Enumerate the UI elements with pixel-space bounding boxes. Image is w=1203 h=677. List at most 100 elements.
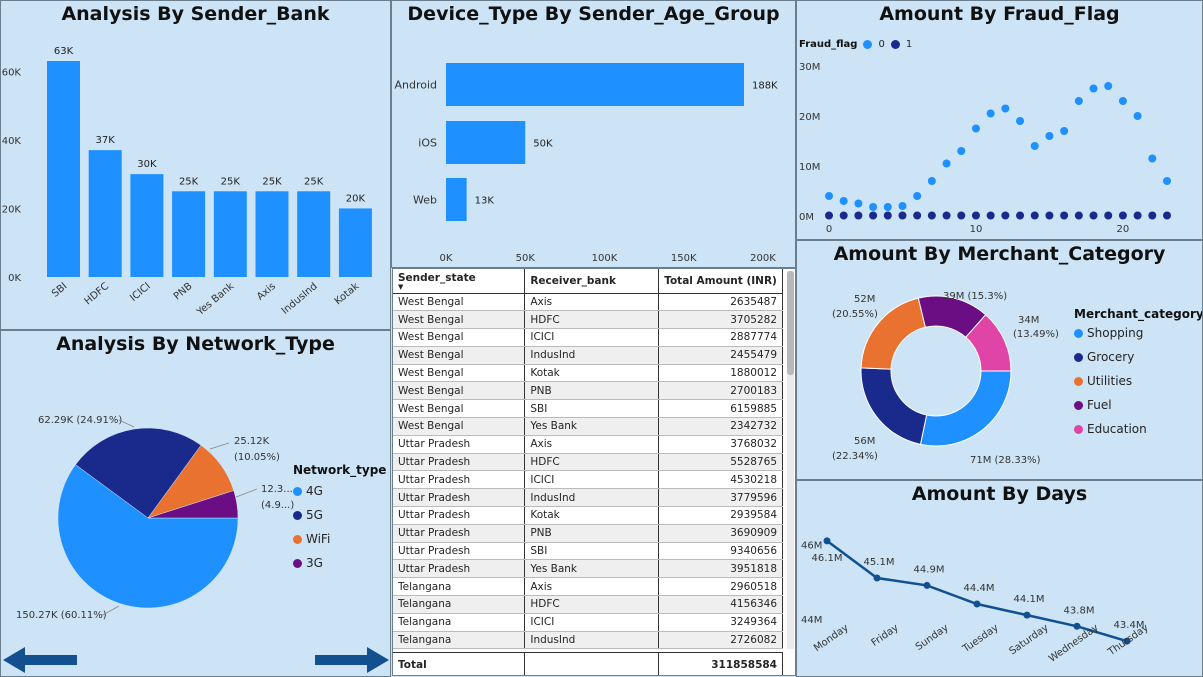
fraud-point	[1163, 211, 1171, 220]
network-legend-item[interactable]: WiFi	[293, 527, 386, 551]
cell-sender-state: Telangana	[393, 613, 526, 632]
fraud-point	[883, 203, 892, 211]
network-leader-line	[209, 442, 230, 450]
fraud-point	[883, 211, 892, 220]
cell-receiver-bank: HDFC	[524, 310, 660, 330]
network-legend-item[interactable]: 4G	[293, 479, 386, 503]
fraud-point	[839, 197, 848, 205]
network-type-chart[interactable]: 150.27K (60.11%) 62.29K (24.91%) 25.12K (10…	[1, 331, 391, 677]
table-row[interactable]: West Bengal Kotak 1880012	[393, 364, 783, 383]
table-row[interactable]: Uttar Pradesh Yes Bank 3951818	[393, 559, 783, 579]
merchant-legend-item[interactable]: Shopping	[1074, 321, 1202, 345]
cell-total-amount: 2726082	[658, 631, 783, 650]
days-point	[823, 537, 831, 545]
device-xtick: 100K	[592, 253, 618, 264]
legend-dot	[293, 534, 302, 544]
sender-bank-panel: Analysis By Sender_Bank 0K 20K 40K 60K 63K SB…	[0, 0, 391, 330]
fraud-legend-dot-1	[890, 40, 900, 49]
network-slice-label: (10.05%)	[234, 452, 280, 463]
prev-page-arrow[interactable]	[3, 645, 83, 675]
cell-total-amount: 4530218	[658, 470, 783, 490]
merchant-chart[interactable]: 71M (28.33%) 56M (22.34%) 52M (20.55%) 39M (1…	[797, 241, 1203, 480]
merchant-slice	[919, 370, 1012, 447]
table-row[interactable]: Uttar Pradesh ICICI 4530218	[393, 470, 783, 490]
legend-label: Fuel	[1087, 398, 1112, 412]
cell-sender-state: Telangana	[393, 577, 526, 597]
table-row[interactable]: Uttar Pradesh Axis 3768032	[393, 435, 783, 454]
table-row[interactable]: Uttar Pradesh Kotak 2939584	[393, 506, 783, 525]
bank-xtick: PNB	[172, 281, 195, 303]
table-row[interactable]: Uttar Pradesh PNB 3690909	[393, 524, 783, 543]
table-row[interactable]: West Bengal Yes Bank 2342732	[393, 417, 783, 436]
fraud-point	[1089, 84, 1098, 93]
network-legend-item[interactable]: 5G	[293, 503, 386, 527]
sender-bank-title: Analysis By Sender_Bank	[61, 3, 330, 25]
table-scrollbar[interactable]	[787, 271, 794, 649]
fraud-point	[1148, 154, 1157, 163]
bank-bar-label: 25K	[304, 176, 324, 187]
table-row[interactable]: West Bengal IndusInd 2455479	[393, 346, 783, 365]
table-row[interactable]: West Bengal Axis 2635487	[393, 293, 783, 312]
col-header-receiver-bank[interactable]: Receiver_bank	[524, 269, 660, 294]
sender-bank-chart[interactable]: 0K 20K 40K 60K 63K SBI 37K HDFC 30K ICICI 25K PNB 25…	[1, 1, 391, 330]
merchant-legend-item[interactable]: Grocery	[1074, 345, 1202, 369]
cell-sender-state: West Bengal	[393, 310, 526, 330]
merchant-legend-item[interactable]: Utilities	[1074, 369, 1202, 393]
bank-bar	[88, 150, 122, 277]
bank-ytick: 60K	[2, 67, 22, 78]
cell-sender-state: Uttar Pradesh	[393, 559, 526, 579]
table-row[interactable]: West Bengal ICICI 2887774	[393, 328, 783, 347]
legend-label: 4G	[306, 484, 323, 498]
cell-receiver-bank: ICICI	[524, 328, 660, 347]
bank-ytick: 20K	[2, 204, 22, 215]
bank-xtick: Yes Bank	[194, 281, 236, 319]
network-legend-item[interactable]: 3G	[293, 551, 386, 575]
days-point	[923, 581, 931, 589]
fraud-point	[898, 202, 907, 210]
cell-sender-state: Uttar Pradesh	[393, 488, 526, 508]
table-row[interactable]: Telangana HDFC 4156346	[393, 595, 783, 614]
table-row[interactable]: West Bengal SBI 6159885	[393, 399, 783, 419]
network-legend-title: Network_type	[293, 463, 387, 477]
merchant-legend: Merchant_category Shopping Grocery Utiliti…	[1074, 307, 1202, 441]
cell-sender-state: West Bengal	[393, 417, 526, 436]
col-header-sender-state[interactable]: Sender_state ▼	[393, 269, 526, 294]
table-row[interactable]: Telangana ICICI 3249364	[393, 613, 783, 632]
device-type-chart[interactable]: 0K 50K 100K 150K 200K Android 188K iOS 50K Web 13K	[392, 1, 796, 268]
merchant-legend-item[interactable]: Education	[1074, 417, 1202, 441]
cell-total-amount: 3705282	[658, 310, 783, 330]
table-row[interactable]: West Bengal HDFC 3705282	[393, 310, 783, 330]
table-row[interactable]: West Bengal PNB 2700183	[393, 381, 783, 401]
cell-sender-state: Uttar Pradesh	[393, 470, 526, 490]
next-page-arrow[interactable]	[315, 645, 391, 675]
fraud-point	[927, 211, 936, 220]
days-ytick: 44M	[801, 615, 822, 626]
days-point-label: 46.1M	[812, 553, 843, 564]
table-scrollbar-thumb[interactable]	[787, 271, 794, 375]
table-row[interactable]: Telangana IndusInd 2726082	[393, 631, 783, 650]
merchant-slice-label: 71M (28.33%)	[970, 455, 1041, 466]
device-bar-label: 50K	[533, 139, 553, 150]
state-bank-table[interactable]: Sender_state ▼ Receiver_bank Total Amount…	[392, 268, 796, 676]
merchant-legend-item[interactable]: Fuel	[1074, 393, 1202, 417]
cell-total-amount: 2635487	[658, 293, 783, 312]
device-bar-label: 188K	[752, 81, 778, 92]
network-slice-label: 150.27K (60.11%)	[16, 610, 107, 621]
bank-xtick: ICICI	[128, 281, 153, 304]
table-row[interactable]: Telangana Axis 2960518	[393, 577, 783, 597]
cell-receiver-bank: PNB	[524, 381, 660, 401]
table-row[interactable]: Uttar Pradesh HDFC 5528765	[393, 453, 783, 472]
table-row[interactable]: Uttar Pradesh SBI 9340656	[393, 542, 783, 561]
cell-sender-state: West Bengal	[393, 399, 526, 419]
cell-total-amount: 3779596	[658, 488, 783, 508]
table-row[interactable]: Uttar Pradesh IndusInd 3779596	[393, 488, 783, 508]
legend-dot	[293, 558, 302, 568]
legend-dot	[1074, 328, 1083, 338]
legend-dot	[1074, 376, 1083, 386]
cell-sender-state: West Bengal	[393, 328, 526, 347]
col-header-total-amount[interactable]: Total Amount (INR)	[658, 269, 783, 294]
merchant-slice	[965, 314, 1012, 372]
merchant-slice-label: 34M	[1018, 315, 1039, 326]
